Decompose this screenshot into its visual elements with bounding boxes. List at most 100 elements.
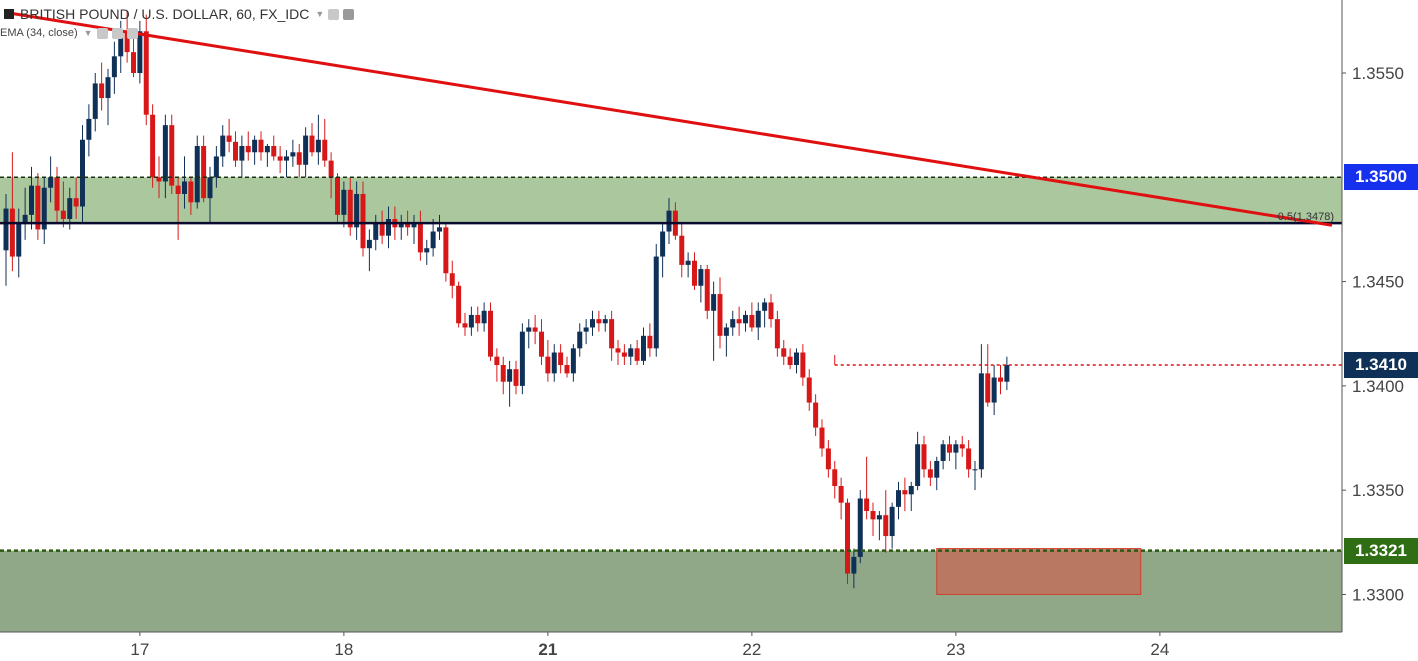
candle-body <box>800 352 806 378</box>
candle-body <box>972 469 978 471</box>
candle-body <box>813 402 819 428</box>
candle <box>647 323 653 357</box>
candle <box>806 369 812 411</box>
settings-icon[interactable] <box>111 27 123 39</box>
candle-body <box>927 469 933 478</box>
candle-body <box>500 365 506 382</box>
candle <box>819 419 825 457</box>
trendline[interactable] <box>5 11 1333 227</box>
candle <box>315 114 321 165</box>
candle-body <box>717 294 723 336</box>
candle-body <box>188 181 194 203</box>
candle <box>800 344 806 386</box>
candle <box>513 360 519 395</box>
candle-body <box>647 335 653 349</box>
candle-body <box>201 146 207 199</box>
candle <box>755 302 761 340</box>
candle <box>258 131 264 161</box>
candle <box>666 198 672 245</box>
candle-body <box>653 256 659 349</box>
candle <box>653 244 659 357</box>
candle-body <box>92 83 98 119</box>
candle-body <box>864 498 870 512</box>
candle-body <box>271 146 277 157</box>
candle <box>845 498 850 585</box>
candle <box>322 118 328 167</box>
x-tick-label: 21 <box>538 640 557 659</box>
candle-body <box>29 185 34 215</box>
candle-body <box>889 506 895 537</box>
candle <box>360 181 366 257</box>
candle <box>54 166 60 224</box>
candle-body <box>220 135 226 157</box>
y-tick-label: 1.3550 <box>1352 64 1404 83</box>
candle <box>774 310 780 357</box>
candle-body <box>194 146 200 203</box>
x-tick-label: 22 <box>742 640 761 659</box>
candle <box>908 481 914 512</box>
symbol-title: BRITISH POUND / U.S. DOLLAR, 60, FX_IDC <box>20 6 310 22</box>
candle <box>9 152 15 272</box>
symbol-row[interactable]: BRITISH POUND / U.S. DOLLAR, 60, FX_IDC … <box>0 4 355 24</box>
candle-body <box>621 352 627 357</box>
candle <box>532 314 538 345</box>
candle <box>143 14 149 126</box>
chevron-down-icon[interactable]: ▼ <box>83 28 93 38</box>
candle-body <box>226 135 232 142</box>
candle-body <box>277 156 283 161</box>
candle <box>443 223 449 282</box>
candle-body <box>679 235 685 265</box>
close-icon[interactable] <box>343 8 355 20</box>
chevron-down-icon[interactable]: ▼ <box>315 9 325 19</box>
candle-body <box>335 177 340 215</box>
candle <box>137 20 143 84</box>
candle-body <box>577 331 583 349</box>
candle <box>934 456 940 491</box>
candle-body <box>902 490 908 495</box>
y-tick-label: 1.3450 <box>1352 273 1404 292</box>
candle <box>284 150 289 178</box>
candle <box>1004 356 1010 391</box>
candle-body <box>424 248 430 253</box>
candle-body <box>602 319 608 324</box>
candle-body <box>347 189 353 228</box>
candle <box>207 166 213 224</box>
candle-body <box>162 125 168 182</box>
candle-body <box>749 314 755 328</box>
candle <box>335 173 340 224</box>
indicator-row[interactable]: EMA (34, close) ▼ <box>0 24 354 42</box>
candle-body <box>60 210 66 220</box>
candle <box>35 173 41 240</box>
candle <box>131 31 136 78</box>
close-icon[interactable] <box>126 27 138 39</box>
candle <box>736 306 742 336</box>
candle <box>156 156 162 199</box>
candle <box>437 214 442 240</box>
candle-body <box>207 177 213 199</box>
candle-body <box>532 327 538 332</box>
candle <box>417 210 423 261</box>
candle-body <box>545 356 551 374</box>
settings-icon[interactable] <box>328 8 340 20</box>
candle <box>723 323 729 357</box>
candle-body <box>883 515 889 537</box>
candle <box>60 181 66 228</box>
candle <box>290 139 296 167</box>
candle-body <box>564 365 570 374</box>
candle-body <box>182 181 187 194</box>
candle-body <box>481 310 487 324</box>
candle-body <box>666 210 672 232</box>
candle <box>271 135 277 161</box>
indicator-label: EMA (34, close) <box>0 27 78 39</box>
candle <box>551 344 557 382</box>
candle <box>985 344 991 407</box>
candle <box>188 177 194 215</box>
candle-body <box>736 319 742 324</box>
candle-body <box>507 369 513 382</box>
eye-icon[interactable] <box>96 27 108 39</box>
candle <box>558 344 564 374</box>
candle <box>940 440 946 470</box>
candle <box>373 214 379 251</box>
candle-body <box>322 139 328 161</box>
